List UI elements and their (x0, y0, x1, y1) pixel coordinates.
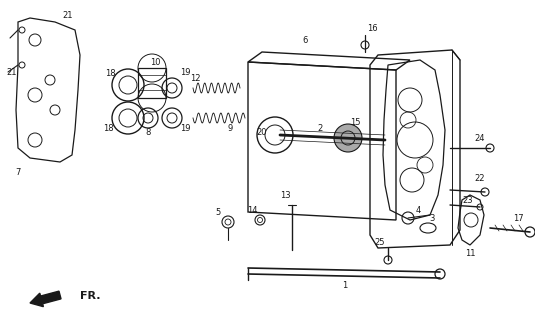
Text: 14: 14 (247, 205, 257, 214)
Text: 12: 12 (190, 74, 200, 83)
Text: FR.: FR. (80, 291, 101, 301)
Text: 21: 21 (7, 68, 17, 76)
Text: 23: 23 (463, 196, 473, 204)
Text: 7: 7 (16, 167, 21, 177)
Text: 17: 17 (513, 213, 523, 222)
Circle shape (334, 124, 362, 152)
Text: 19: 19 (180, 124, 190, 132)
Text: 9: 9 (227, 124, 233, 132)
Text: 4: 4 (415, 205, 421, 214)
Text: 5: 5 (216, 207, 220, 217)
Bar (138, 68, 166, 98)
Text: 3: 3 (429, 213, 434, 222)
Text: 22: 22 (475, 173, 485, 182)
Text: 25: 25 (374, 237, 385, 246)
Text: 1: 1 (342, 281, 348, 290)
Text: 15: 15 (350, 117, 360, 126)
Text: 13: 13 (280, 190, 291, 199)
Text: 24: 24 (475, 133, 485, 142)
Text: 20: 20 (257, 127, 268, 137)
Text: 21: 21 (63, 11, 73, 20)
FancyArrow shape (30, 291, 61, 307)
Text: 19: 19 (180, 68, 190, 76)
Text: 6: 6 (302, 36, 308, 44)
Text: 18: 18 (103, 124, 113, 132)
Text: 10: 10 (150, 58, 160, 67)
Text: 11: 11 (465, 249, 475, 258)
Text: 16: 16 (366, 23, 377, 33)
Text: 8: 8 (146, 127, 151, 137)
Text: 18: 18 (105, 68, 116, 77)
Text: 2: 2 (317, 124, 323, 132)
